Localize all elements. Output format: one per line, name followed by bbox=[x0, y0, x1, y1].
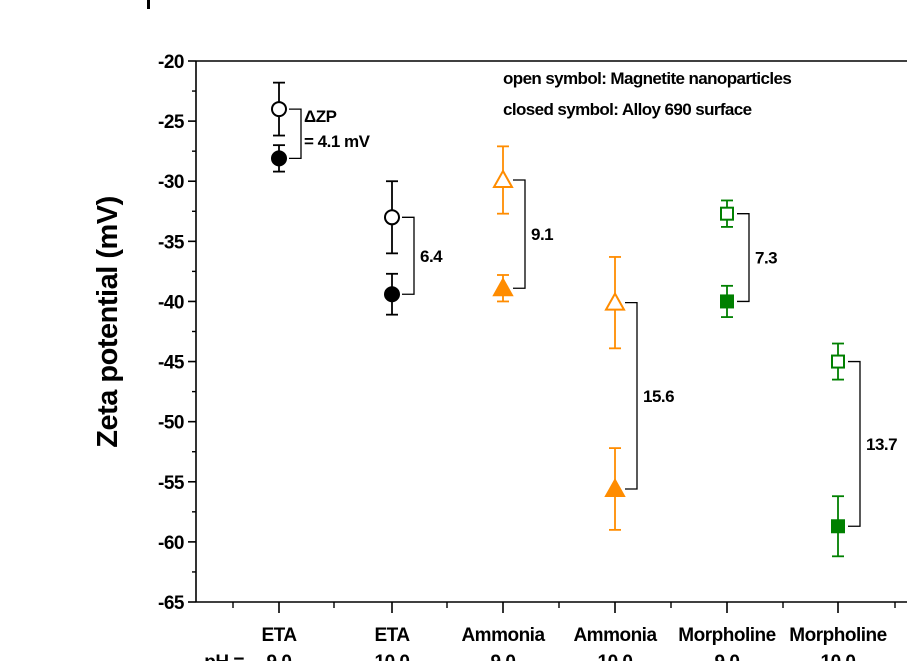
x-ph-label: 10.0 bbox=[375, 652, 410, 661]
difference-label: 9.1 bbox=[531, 225, 553, 244]
difference-label: 6.4 bbox=[420, 247, 443, 266]
x-category-label: Morpholine bbox=[789, 625, 886, 646]
open-marker bbox=[384, 209, 400, 226]
category-group: 13.7 bbox=[831, 342, 898, 558]
category-group: 15.6 bbox=[604, 256, 675, 531]
y-tick-label: -55 bbox=[158, 473, 185, 494]
difference-bracket bbox=[625, 301, 638, 490]
category-group: ΔZP = 4.1 mV bbox=[271, 81, 371, 173]
difference-label: 13.7 bbox=[866, 435, 897, 454]
difference-bracket bbox=[289, 108, 302, 160]
difference-label: 7.3 bbox=[755, 249, 777, 268]
y-tick-label: -35 bbox=[158, 232, 185, 253]
x-axis-ticks: ETA 9.0 ETA 10.0 Ammonia 9.0 Ammonia 10.0 Morpho… bbox=[204, 602, 896, 661]
closed-marker bbox=[384, 286, 400, 303]
x-ph-label: 9.0 bbox=[715, 652, 740, 661]
x-category-label: Ammonia bbox=[573, 625, 657, 646]
y-axis-label: Zeta potential (mV) bbox=[92, 196, 124, 448]
x-ph-label: 10.0 bbox=[598, 652, 633, 661]
difference-label: 15.6 bbox=[643, 387, 674, 406]
category-group: 7.3 bbox=[720, 199, 778, 318]
x-category-label: ETA bbox=[261, 625, 297, 646]
open-marker bbox=[271, 101, 287, 118]
panel-letter-fragment bbox=[147, 0, 150, 9]
closed-marker bbox=[831, 519, 845, 534]
difference-label: = 4.1 mV bbox=[304, 132, 371, 151]
y-tick-label: -25 bbox=[158, 112, 185, 133]
x-ph-label: 9.0 bbox=[267, 652, 292, 661]
open-marker bbox=[492, 168, 514, 189]
y-axis-ticks: -20 -25 -30 -35 -40 -45 -50 -55 -60 -65 bbox=[158, 52, 196, 614]
y-tick-label: -65 bbox=[158, 593, 185, 614]
x-category-label: Ammonia bbox=[461, 625, 545, 646]
y-tick-label: -60 bbox=[158, 533, 184, 554]
difference-bracket bbox=[737, 213, 750, 303]
difference-bracket bbox=[513, 179, 526, 289]
difference-bracket bbox=[402, 216, 415, 295]
x-category-label: ETA bbox=[374, 625, 410, 646]
y-tick-label: -50 bbox=[158, 413, 184, 434]
open-marker bbox=[831, 354, 845, 369]
difference-bracket bbox=[848, 360, 861, 527]
open-marker bbox=[604, 291, 626, 311]
category-group: 6.4 bbox=[384, 180, 444, 316]
ph-prefix-label: pH = bbox=[204, 652, 244, 661]
y-tick-label: -30 bbox=[158, 172, 184, 193]
category-group: 9.1 bbox=[492, 145, 554, 303]
y-tick-label: -45 bbox=[158, 353, 185, 374]
x-ph-label: 10.0 bbox=[821, 652, 856, 661]
y-tick-label: -40 bbox=[158, 292, 184, 313]
x-ph-label: 9.0 bbox=[491, 652, 516, 661]
annotation-open-symbol: open symbol: Magnetite nanoparticles bbox=[503, 69, 791, 88]
y-tick-label: -20 bbox=[158, 52, 184, 73]
open-marker bbox=[720, 206, 734, 221]
data-series: ΔZP = 4.1 mV 6.4 9.1 15.6 7.3 13.7 bbox=[271, 81, 898, 558]
closed-marker bbox=[720, 294, 734, 309]
closed-marker bbox=[492, 277, 514, 297]
closed-marker bbox=[271, 150, 287, 167]
closed-marker bbox=[604, 477, 626, 497]
annotation-closed-symbol: closed symbol: Alloy 690 surface bbox=[503, 100, 752, 119]
difference-label: ΔZP bbox=[304, 107, 337, 126]
x-category-label: Morpholine bbox=[678, 625, 775, 646]
